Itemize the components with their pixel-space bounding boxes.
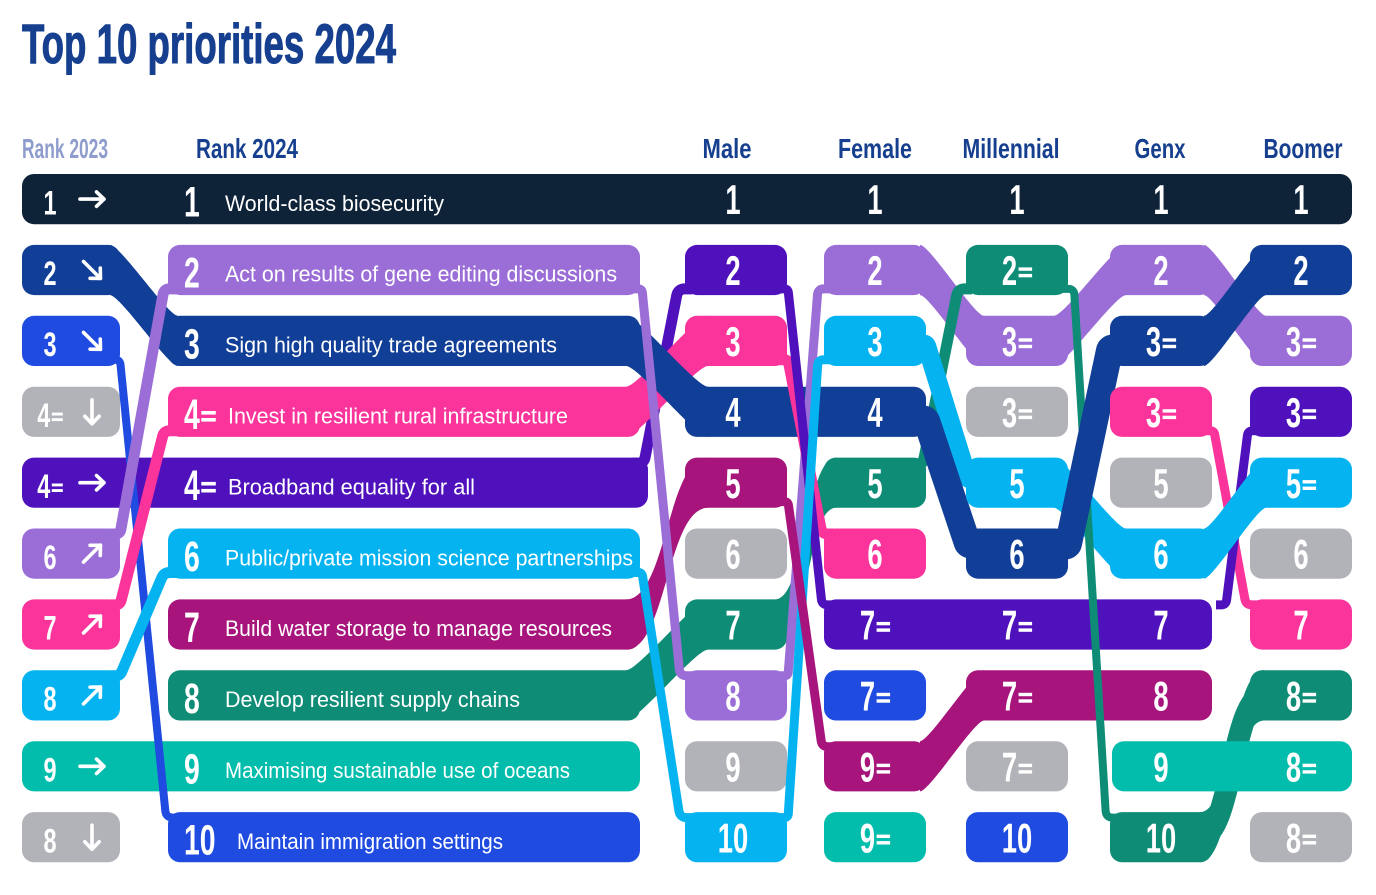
svg-text:Rank 2024: Rank 2024	[196, 133, 298, 164]
svg-text:6: 6	[867, 532, 882, 578]
svg-text:9: 9	[725, 745, 740, 791]
svg-text:8: 8	[43, 681, 56, 718]
svg-text:Build water storage to manage: Build water storage to manage resources	[225, 616, 612, 641]
svg-text:5: 5	[1153, 461, 1168, 507]
svg-text:8: 8	[725, 674, 740, 720]
svg-text:Invest in resilient rural infr: Invest in resilient rural infrastructure	[228, 404, 568, 429]
svg-text:5: 5	[1009, 461, 1024, 507]
svg-text:3: 3	[1002, 319, 1017, 365]
svg-text:5: 5	[725, 461, 740, 507]
svg-text:4: 4	[725, 390, 741, 436]
svg-text:4: 4	[184, 390, 200, 438]
svg-text:10: 10	[1002, 816, 1032, 862]
svg-text:4: 4	[37, 398, 51, 435]
svg-text:Sign high quality trade agreem: Sign high quality trade agreements	[225, 333, 557, 358]
svg-text:1: 1	[1153, 178, 1168, 224]
svg-text:1: 1	[184, 178, 200, 226]
svg-text:4: 4	[37, 469, 51, 506]
svg-text:2: 2	[43, 256, 56, 293]
svg-text:1: 1	[725, 178, 740, 224]
svg-text:Rank 2023: Rank 2023	[22, 133, 108, 164]
svg-text:3: 3	[1002, 390, 1017, 436]
svg-text:3: 3	[1286, 319, 1301, 365]
svg-text:1: 1	[867, 178, 882, 224]
svg-text:4: 4	[184, 461, 200, 509]
svg-text:5: 5	[867, 461, 882, 507]
svg-text:2: 2	[1002, 249, 1017, 295]
svg-text:9: 9	[860, 745, 875, 791]
svg-text:8: 8	[1286, 816, 1301, 862]
svg-text:5: 5	[1286, 461, 1301, 507]
svg-text:Act on results of gene editing: Act on results of gene editing discussio…	[225, 262, 617, 287]
svg-text:3: 3	[184, 319, 200, 367]
svg-text:1: 1	[1009, 178, 1024, 224]
svg-text:Develop resilient supply chain: Develop resilient supply chains	[225, 687, 520, 712]
svg-text:7: 7	[1293, 603, 1308, 649]
svg-text:3: 3	[725, 319, 740, 365]
svg-text:9: 9	[860, 816, 875, 862]
svg-text:10: 10	[718, 816, 748, 862]
svg-text:8: 8	[1153, 674, 1168, 720]
svg-text:Millennial: Millennial	[963, 133, 1060, 164]
svg-text:2: 2	[1153, 249, 1168, 295]
svg-text:7: 7	[184, 603, 200, 651]
svg-text:Public/private mission science: Public/private mission science partnersh…	[225, 545, 633, 570]
svg-text:8: 8	[184, 674, 200, 722]
svg-text:7: 7	[1002, 603, 1017, 649]
svg-text:3: 3	[43, 327, 56, 364]
svg-text:1: 1	[1293, 178, 1308, 224]
svg-text:7: 7	[725, 603, 740, 649]
svg-text:10: 10	[184, 816, 216, 864]
svg-text:7: 7	[860, 603, 875, 649]
svg-text:6: 6	[1009, 532, 1024, 578]
svg-text:World-class biosecurity: World-class biosecurity	[225, 191, 444, 216]
svg-text:Genx: Genx	[1135, 133, 1186, 164]
svg-text:6: 6	[1153, 532, 1168, 578]
svg-text:Boomer: Boomer	[1264, 133, 1343, 164]
svg-text:3: 3	[1146, 319, 1161, 365]
svg-text:9: 9	[1153, 745, 1168, 791]
svg-text:Female: Female	[838, 133, 912, 164]
svg-text:2: 2	[867, 249, 882, 295]
svg-text:7: 7	[1002, 745, 1017, 791]
svg-text:8: 8	[43, 823, 56, 860]
svg-text:1: 1	[43, 185, 56, 222]
svg-text:6: 6	[43, 540, 56, 577]
svg-text:9: 9	[184, 745, 200, 793]
svg-text:7: 7	[43, 611, 56, 648]
svg-text:6: 6	[1293, 532, 1308, 578]
svg-text:7: 7	[860, 674, 875, 720]
svg-text:2: 2	[1293, 249, 1308, 295]
svg-text:Maintain immigration settings: Maintain immigration settings	[237, 829, 503, 854]
svg-text:8: 8	[1286, 745, 1301, 791]
svg-text:Male: Male	[703, 133, 752, 164]
svg-text:3: 3	[1146, 390, 1161, 436]
svg-text:8: 8	[1286, 674, 1301, 720]
svg-text:6: 6	[725, 532, 740, 578]
svg-text:Broadband equality for all: Broadband equality for all	[228, 474, 475, 499]
svg-text:6: 6	[184, 532, 200, 580]
svg-text:3: 3	[1286, 390, 1301, 436]
svg-text:Top 10 priorities 2024: Top 10 priorities 2024	[22, 12, 396, 75]
svg-text:2: 2	[184, 248, 200, 296]
svg-text:Maximising sustainable use of: Maximising sustainable use of oceans	[225, 758, 570, 783]
svg-text:7: 7	[1002, 674, 1017, 720]
svg-text:10: 10	[1146, 816, 1176, 862]
svg-text:7: 7	[1153, 603, 1168, 649]
svg-text:9: 9	[43, 752, 56, 789]
svg-text:3: 3	[867, 319, 882, 365]
svg-text:4: 4	[867, 390, 883, 436]
svg-text:2: 2	[725, 249, 740, 295]
